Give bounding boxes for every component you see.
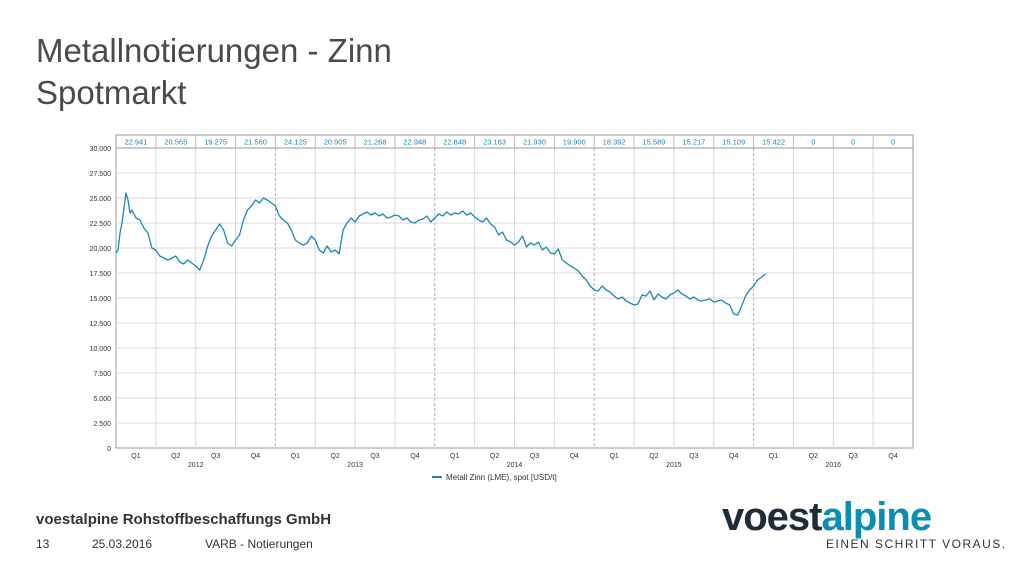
quarter-average-label: 15.422 [762,138,785,147]
x-year-label: 2016 [826,462,842,469]
quarter-average-label: 24.125 [284,138,307,147]
quarter-average-label: 22.848 [443,138,466,147]
x-quarter-label: Q2 [171,453,180,460]
x-quarter-label: Q1 [450,453,459,460]
title-line-1: Metallnotierungen - Zinn [36,32,392,69]
x-quarter-label: Q3 [370,453,379,460]
company-name: voestalpine Rohstoffbeschaffungs GmbH [36,511,332,528]
legend-label: Metall Zinn (LME), spot [USD/t] [446,473,557,482]
x-quarter-label: Q3 [849,453,858,460]
y-tick-label: 27.500 [90,171,112,178]
quarter-average-label: 22.941 [124,138,147,147]
quarter-average-label: 18.392 [603,138,626,147]
logo-part-2: alpine [821,495,933,539]
y-tick-label: 15.000 [90,296,112,303]
page-number: 13 [36,537,50,551]
quarter-average-label: 15.589 [642,138,665,147]
x-quarter-label: Q2 [331,453,340,460]
x-quarter-label: Q4 [251,453,260,460]
y-tick-label: 20.000 [90,246,112,253]
x-year-label: 2014 [507,462,523,469]
quarter-average-label: 19.275 [204,138,227,147]
x-quarter-label: Q3 [211,453,220,460]
quarter-average-label: 23.163 [483,138,506,147]
y-tick-label: 2.500 [93,421,111,428]
slide-date: 25.03.2016 [92,537,153,551]
x-quarter-label: Q2 [809,453,818,460]
y-tick-label: 0 [107,446,111,453]
x-quarter-label: Q1 [291,453,300,460]
x-year-label: 2015 [666,462,682,469]
slogan: EINEN SCHRITT VORAUS. [826,537,1007,551]
x-quarter-label: Q3 [530,453,539,460]
quarter-average-label: 0 [851,138,855,147]
y-tick-label: 30.000 [90,146,112,153]
y-tick-label: 7.500 [93,371,111,378]
section-label: VARB - Notierungen [205,537,313,551]
slide-title: Metallnotierungen - Zinn Spotmarkt [36,30,392,114]
quarter-average-label: 15.109 [722,138,745,147]
y-tick-label: 5.000 [93,396,111,403]
quarter-average-label: 22.948 [403,138,426,147]
quarter-average-label: 19.900 [563,138,586,147]
y-tick-label: 12.500 [90,321,112,328]
y-tick-label: 22.500 [90,221,112,228]
x-quarter-label: Q2 [490,453,499,460]
y-tick-label: 10.000 [90,346,112,353]
title-line-2: Spotmarkt [36,74,187,111]
x-quarter-label: Q4 [729,453,738,460]
y-tick-label: 25.000 [90,196,112,203]
y-tick-label: 17.500 [90,271,112,278]
x-year-label: 2013 [347,462,363,469]
quarter-average-label: 20.905 [324,138,347,147]
quarter-average-label: 0 [891,138,895,147]
x-quarter-label: Q3 [689,453,698,460]
x-year-label: 2012 [188,462,204,469]
x-quarter-label: Q1 [131,453,140,460]
x-quarter-label: Q1 [609,453,618,460]
quarter-average-label: 21.560 [244,138,267,147]
x-quarter-label: Q4 [570,453,579,460]
quarter-average-label: 0 [811,138,815,147]
quarter-average-label: 15.217 [682,138,705,147]
quarter-average-label: 20.565 [164,138,187,147]
voestalpine-logo: voestalpine [722,495,933,540]
x-quarter-label: Q1 [769,453,778,460]
quarter-average-label: 21.268 [364,138,387,147]
tin-price-line [115,192,766,316]
x-quarter-label: Q2 [649,453,658,460]
x-quarter-label: Q4 [888,453,897,460]
logo-part-1: voest [722,495,822,539]
quarter-average-label: 21.930 [523,138,546,147]
x-quarter-label: Q4 [410,453,419,460]
